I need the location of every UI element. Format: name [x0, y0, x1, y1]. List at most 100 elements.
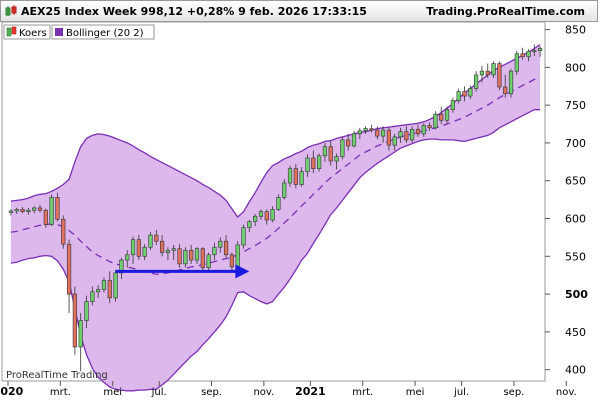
candle-body — [276, 197, 281, 210]
x-tick-label: jul. — [453, 387, 469, 398]
candle — [189, 244, 194, 264]
candle — [392, 133, 397, 151]
candle — [386, 127, 391, 151]
candle — [270, 206, 275, 223]
candle-body — [253, 215, 258, 222]
candle — [439, 106, 444, 125]
candle — [212, 242, 217, 261]
candle — [503, 74, 508, 98]
y-tick-label: 850 — [565, 24, 586, 37]
candle-body — [107, 280, 112, 299]
candle — [183, 247, 188, 268]
candle-body — [148, 234, 153, 248]
candle-body — [369, 128, 374, 131]
candle — [520, 47, 525, 60]
candle — [351, 130, 357, 148]
candle — [84, 295, 89, 329]
candle-body — [189, 249, 194, 261]
y-tick-label: 600 — [565, 213, 586, 226]
candle — [282, 179, 287, 200]
candle — [49, 194, 54, 227]
candle-body — [142, 246, 147, 257]
candle-body — [96, 289, 101, 293]
candle — [346, 133, 351, 151]
candle-body — [497, 63, 502, 88]
candle — [293, 164, 298, 189]
candle — [229, 252, 234, 273]
candle — [526, 49, 531, 62]
candle-body — [503, 86, 508, 95]
candle — [427, 122, 432, 131]
candle-body — [32, 207, 37, 211]
title-bar: AEX25 Index Week 998,12 +0,28% 9 feb. 20… — [0, 0, 598, 22]
candle — [357, 127, 362, 140]
candle-body — [415, 129, 421, 135]
candle-body — [526, 51, 531, 58]
candle-body — [491, 63, 496, 76]
candle — [514, 50, 519, 75]
candle — [276, 194, 281, 211]
candle — [20, 207, 25, 214]
candle — [334, 153, 339, 170]
x-tick-label: mei — [103, 387, 122, 398]
candle-body — [404, 131, 409, 141]
candle-body — [14, 209, 19, 212]
candle-body — [125, 254, 130, 261]
candle — [474, 71, 479, 92]
candle-body — [357, 130, 362, 135]
y-tick-label: 650 — [565, 175, 586, 188]
candle-body — [293, 168, 298, 185]
candle-body — [26, 209, 31, 213]
legend-label: Bollinger (20 2) — [66, 28, 144, 39]
candle-body — [537, 48, 543, 52]
candle-body — [427, 125, 432, 129]
candle-body — [61, 218, 66, 245]
candle-body — [462, 91, 467, 97]
candle — [450, 97, 455, 113]
candle-body — [241, 227, 246, 246]
x-tick-label: mei — [406, 387, 425, 398]
candle — [253, 213, 258, 227]
candle — [444, 106, 450, 124]
candle-body — [450, 100, 455, 110]
candle — [468, 85, 473, 100]
candle-body — [270, 209, 275, 221]
legend-item-bollinger — [51, 24, 155, 40]
candle-body — [532, 50, 537, 53]
candle — [61, 215, 66, 249]
x-tick-label: nov. — [556, 387, 577, 398]
candle-body — [468, 88, 473, 97]
bollinger-lower-line — [10, 109, 541, 392]
candle — [363, 126, 368, 134]
chart-title: AEX25 Index Week 998,12 +0,28% 9 feb. 20… — [21, 5, 367, 18]
candle-body — [177, 248, 182, 265]
y-tick-label: 500 — [565, 288, 588, 301]
candle-body — [136, 239, 141, 257]
candle — [317, 153, 322, 172]
candle-body — [264, 211, 269, 221]
candle — [125, 250, 130, 268]
candle — [404, 126, 409, 143]
candle — [241, 224, 246, 249]
legend-label: Koers — [19, 28, 47, 39]
candle-body — [194, 248, 200, 261]
candle — [148, 232, 153, 251]
candle — [462, 86, 467, 102]
x-tick-label: sep. — [503, 387, 524, 398]
candle-body — [392, 136, 397, 146]
candle-body — [340, 139, 345, 157]
candle-body — [410, 129, 415, 141]
candle-body — [101, 280, 107, 290]
candle-body — [317, 155, 322, 169]
candle — [171, 244, 176, 261]
candle-body — [200, 248, 205, 268]
y-tick-label: 800 — [565, 61, 586, 74]
candle — [380, 126, 386, 143]
watermark: ProRealTime Trading — [6, 370, 108, 381]
y-tick-label: 450 — [565, 326, 586, 339]
candle-body — [444, 109, 450, 121]
candle — [32, 206, 37, 214]
x-tick-label: nov. — [253, 387, 274, 398]
candle-body — [346, 139, 351, 147]
candle — [66, 239, 72, 313]
